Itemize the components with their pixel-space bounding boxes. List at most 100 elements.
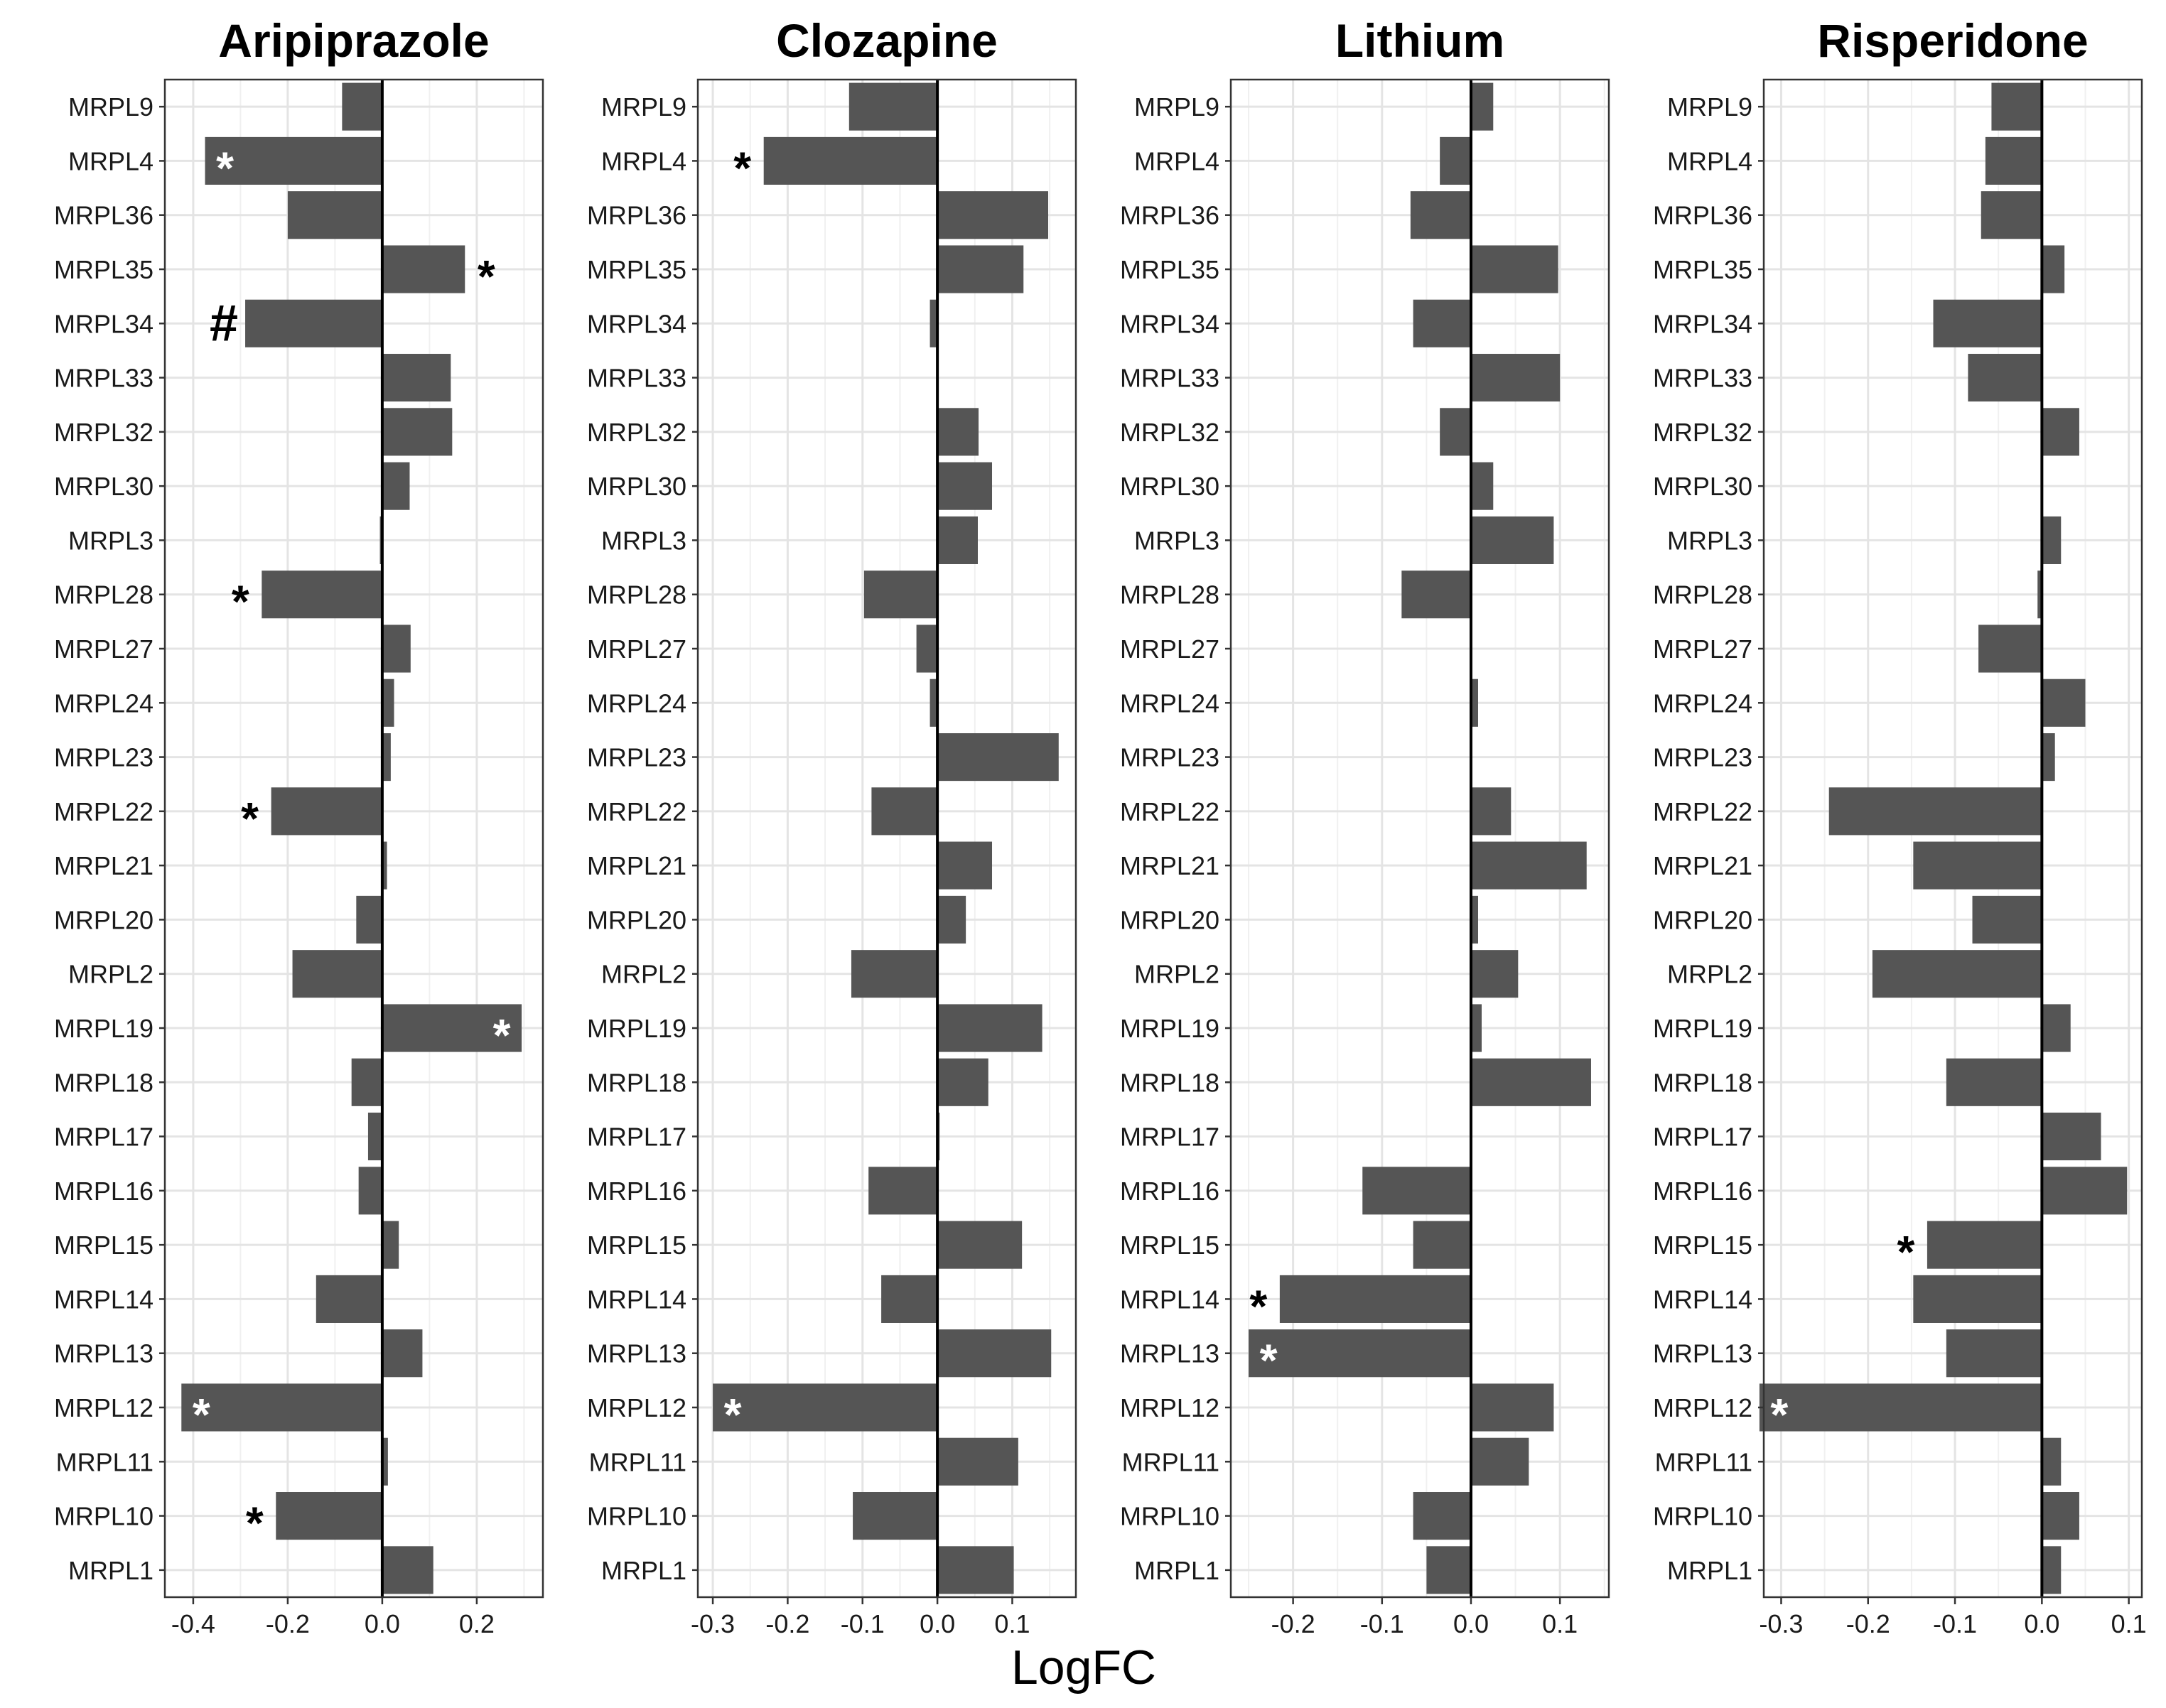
bar-mrpl32 [382,408,453,456]
bar-mrpl30 [382,462,410,510]
category-label: MRPL3 [601,526,686,555]
x-tick-label: 0.0 [1453,1609,1489,1638]
bar-mrpl11 [937,1437,1018,1486]
category-label: MRPL22 [1653,797,1752,826]
category-label: MRPL32 [1653,418,1752,447]
category-label: MRPL11 [1655,1447,1752,1476]
bar-mrpl2 [851,950,938,998]
bar-mrpl18 [351,1058,382,1106]
category-label: MRPL17 [54,1123,153,1152]
category-label: MRPL13 [1120,1339,1219,1368]
category-label: MRPL14 [587,1285,686,1314]
category-label: MRPL1 [68,1556,153,1585]
category-label: MRPL19 [587,1014,686,1043]
bar-mrpl19 [1470,1004,1482,1052]
category-label: MRPL24 [54,688,153,718]
category-label: MRPL30 [1653,472,1752,501]
bar-mrpl24 [2042,679,2086,727]
category-label: MRPL2 [1667,960,1752,989]
category-label: MRPL11 [589,1447,686,1476]
bar-mrpl35 [2042,245,2065,293]
bar-mrpl35 [1470,245,1558,293]
bar-mrpl18 [937,1058,988,1106]
category-label: MRPL10 [587,1502,686,1531]
bar-mrpl14 [316,1275,382,1323]
panel-lithium: ** MRPL9 MRPL4 MRPL36 MRPL35 MRPL34 MRPL33 MRPL… [1120,14,1610,1638]
category-label: MRPL12 [54,1393,153,1422]
bar-mrpl22 [871,787,938,836]
x-tick-label: -0.3 [691,1609,735,1638]
category-label: MRPL17 [1653,1123,1752,1152]
bar-mrpl15 [382,1221,399,1269]
bar-mrpl17 [2042,1113,2101,1161]
category-label: MRPL4 [1667,146,1752,175]
category-label: MRPL32 [587,418,686,447]
category-label: MRPL34 [587,309,686,338]
bar-mrpl27 [916,625,938,673]
bar-mrpl18 [1946,1058,2042,1106]
panel-title: Clozapine [776,14,998,67]
category-label: MRPL21 [587,851,686,880]
category-label: MRPL14 [1120,1285,1219,1314]
bar-mrpl34 [930,299,938,347]
category-label: MRPL15 [587,1231,686,1260]
bar-mrpl36 [937,191,1049,239]
bar-mrpl1 [1426,1546,1471,1594]
category-label: MRPL9 [1667,92,1752,121]
category-label: MRPL28 [587,580,686,610]
significance-mark: * [493,1010,511,1061]
category-label: MRPL22 [1120,797,1219,826]
category-label: MRPL20 [54,905,153,934]
category-label: MRPL1 [1667,1556,1752,1585]
bar-mrpl11 [2042,1437,2062,1486]
bar-mrpl22 [271,787,382,836]
category-label: MRPL23 [1120,743,1219,772]
category-label: MRPL22 [587,797,686,826]
category-label: MRPL1 [1134,1556,1219,1585]
category-label: MRPL3 [1667,526,1752,555]
category-label: MRPL19 [1653,1014,1752,1043]
bar-mrpl4 [205,136,382,185]
bar-mrpl28 [1401,571,1471,619]
category-label: MRPL35 [1120,255,1219,284]
bar-mrpl36 [287,191,382,239]
bar-mrpl34 [1413,299,1471,347]
category-label: MRPL23 [1653,743,1752,772]
category-label: MRPL34 [1653,309,1752,338]
x-tick-label: -0.1 [1933,1609,1977,1638]
significance-mark: * [216,142,234,193]
bar-mrpl1 [382,1546,433,1594]
x-tick-label: -0.1 [841,1609,885,1638]
bar-mrpl23 [382,733,391,782]
category-label: MRPL3 [1134,526,1219,555]
bar-mrpl3 [937,516,978,564]
bar-mrpl24 [382,679,394,727]
bar-mrpl10 [276,1492,382,1540]
category-label: MRPL18 [1653,1068,1752,1097]
bar-mrpl16 [868,1167,938,1215]
bar-mrpl1 [937,1546,1014,1594]
category-label: MRPL34 [54,309,153,338]
category-label: MRPL35 [54,255,153,284]
bar-mrpl12 [1759,1383,2042,1432]
panel-frame [163,78,544,1599]
bar-mrpl12 [1470,1383,1554,1432]
category-label: MRPL22 [54,797,153,826]
significance-mark: * [478,251,495,302]
panel-risperidone: * * MRPL9 MRPL4 MRPL36 MRPL35 MRPL34 MRPL33 MRPL… [1653,14,2147,1638]
category-label: MRPL36 [54,201,153,230]
bar-mrpl36 [1981,191,2042,239]
panel-title: Risperidone [1817,14,2088,67]
bar-mrpl15 [937,1221,1023,1269]
bar-mrpl16 [2042,1167,2128,1215]
category-label: MRPL13 [54,1339,153,1368]
panel-frame [1762,78,2143,1599]
bar-mrpl30 [1470,462,1494,510]
bar-mrpl9 [342,82,382,131]
category-label: MRPL23 [54,743,153,772]
category-label: MRPL33 [1120,364,1219,393]
bar-mrpl10 [853,1492,938,1540]
bar-mrpl32 [2042,408,2079,456]
category-label: MRPL21 [54,851,153,880]
category-label: MRPL30 [54,472,153,501]
